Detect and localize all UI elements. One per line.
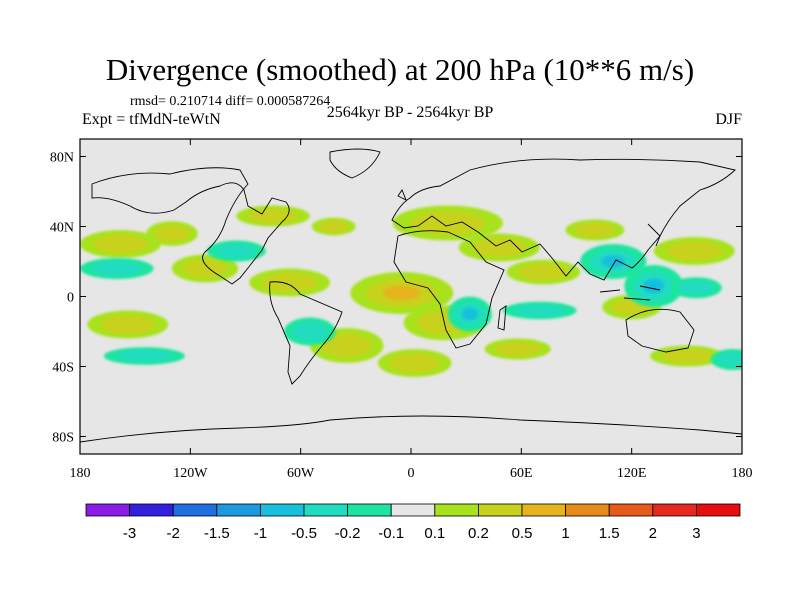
coastline-australia [625,308,695,353]
negative-divergence-region [116,350,172,362]
positive-divergence-region [318,220,349,233]
colorbar-swatch [129,503,174,517]
negative-divergence-region [678,280,714,295]
colorbar-level-label: 2 [649,525,657,542]
negative-divergence-region [91,261,142,276]
coastline-africa [393,230,505,349]
negative-divergence-region [292,321,328,342]
coastline-japan [647,223,661,247]
colorbar-level-label: -0.5 [291,525,317,542]
positive-divergence-region [154,225,190,242]
x-tick-label: 120W [173,466,208,481]
positive-divergence-region [574,222,615,238]
colorbar-level-label: 1 [561,525,569,542]
negative-divergence-region [514,304,565,317]
plot-title: Divergence (smoothed) at 200 hPa (10**6 … [105,52,695,87]
season-label: DJF [715,111,742,128]
rmsd-diff-stats: rmsd= 0.210714 diff= 0.000587264 [130,94,331,109]
positive-divergence-region [666,241,722,261]
colorbar-swatch [85,503,130,517]
x-tick-label: 180 [732,466,753,481]
positive-divergence-region [321,333,372,358]
colorbar-level-label: -3 [123,525,136,542]
map-axes: 180 120W 60W 0 60E 120E 180 80N 40N 0 40S 80S [50,139,753,481]
x-tick-label: 60E [510,466,533,481]
colorbar-swatch [259,503,305,517]
colorbar-swatch [608,503,654,517]
experiment-label: Expt = tfMdN-teWtN [82,111,221,128]
positive-divergence-region [518,263,569,281]
x-tick-label: 0 [408,466,415,481]
positive-divergence-region [262,272,318,293]
positive-divergence-region [495,341,541,357]
coastline-indonesia [599,285,661,301]
positive-divergence-region [383,285,421,301]
colorbar-swatch [303,503,348,517]
positive-divergence-region [100,314,156,335]
negative-divergence-region [601,255,626,268]
colorbar-swatch [652,503,697,517]
y-tick-label: 0 [67,291,74,306]
colorbar-level-label: -0.2 [335,525,361,542]
coastline-south-america [269,281,343,385]
colorbar-level-label: 0.5 [512,525,533,542]
positive-divergence-region [410,211,486,235]
x-tick-label: 60W [287,466,315,481]
colorbar-level-label: -0.1 [378,525,404,542]
y-tick-label: 40S [52,361,74,376]
colorbar-swatch [477,503,523,517]
negative-divergence-region [216,243,257,259]
time-period-label: 2564kyr BP - 2564kyr BP [326,104,494,121]
positive-divergence-region [389,353,440,373]
colorbar-level-label: -1.5 [204,525,230,542]
positive-divergence-region [661,348,712,364]
colorbar-level-label: 1.5 [599,525,620,542]
colorbar-level-label: -1 [254,525,267,542]
colorbar: -3 -2 -1.5 -1 -0.5 -0.2 -0.1 0.1 0.2 0.5 1 1.5 2 3 [85,503,741,542]
colorbar-swatch [521,503,566,517]
coastline-madagascar [497,305,507,331]
y-tick-label: 40N [50,221,74,236]
x-tick-label: 180 [70,466,91,481]
x-tick-label: 120E [617,466,647,481]
coastline-uk [397,189,407,201]
y-tick-label: 80S [52,431,74,446]
colorbar-level-label: 0.2 [468,525,489,542]
negative-divergence-region [461,307,478,321]
y-tick-label: 80N [50,151,74,166]
positive-divergence-region [248,208,299,224]
colorbar-level-label: 0.1 [424,525,445,542]
coastline-north-america [91,167,290,285]
colorbar-level-label: -2 [167,525,180,542]
colorbar-swatch [216,503,261,517]
colorbar-swatch [565,503,610,517]
coastlines [80,148,742,443]
colorbar-swatch [390,503,436,517]
colorbar-swatch [172,503,218,517]
negative-divergence-region [652,285,655,287]
positive-divergence-region [182,258,228,279]
positive-divergence-region [92,234,148,254]
colorbar-swatch [696,503,741,517]
colorbar-swatch [434,503,479,517]
colorbar-level-label: 3 [692,525,700,542]
negative-divergence-region [717,352,742,367]
colorbar-swatch [347,503,392,517]
coastline-eurasia [391,158,736,281]
coastline-greenland [329,148,381,179]
coastline-antarctica [80,415,742,443]
